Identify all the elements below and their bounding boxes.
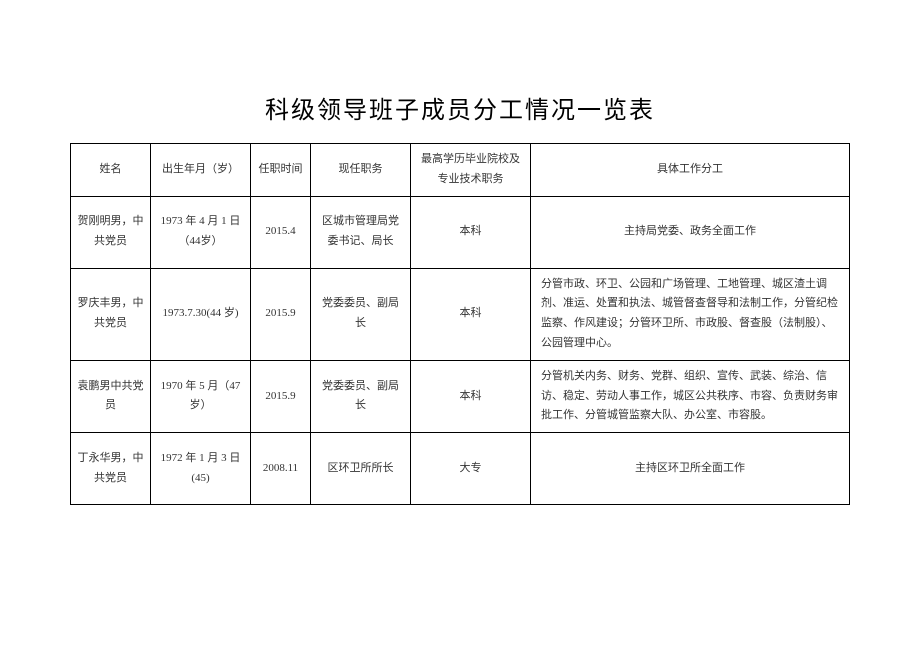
cell-education: 本科: [411, 268, 531, 360]
cell-dob: 1972 年 1 月 3 日(45): [151, 433, 251, 505]
col-name: 姓名: [71, 144, 151, 197]
table-header-row: 姓名 出生年月（岁） 任职时间 现任职务 最高学历毕业院校及专业技术职务 具体工…: [71, 144, 850, 197]
cell-tenure: 2015.9: [251, 268, 311, 360]
col-tenure: 任职时间: [251, 144, 311, 197]
cell-position: 党委委员、副局长: [311, 360, 411, 432]
cell-name: 贺刚明男，中共党员: [71, 196, 151, 268]
col-dob: 出生年月（岁）: [151, 144, 251, 197]
leadership-table: 姓名 出生年月（岁） 任职时间 现任职务 最高学历毕业院校及专业技术职务 具体工…: [70, 143, 850, 505]
cell-duties: 主持区环卫所全面工作: [531, 433, 850, 505]
cell-dob: 1970 年 5 月（47岁）: [151, 360, 251, 432]
cell-position: 区环卫所所长: [311, 433, 411, 505]
table-row: 袁鹏男中共党员 1970 年 5 月（47岁） 2015.9 党委委员、副局长 …: [71, 360, 850, 432]
cell-position: 党委委员、副局长: [311, 268, 411, 360]
col-duties: 具体工作分工: [531, 144, 850, 197]
cell-education: 本科: [411, 196, 531, 268]
table-row: 罗庆丰男，中共党员 1973.7.30(44 岁) 2015.9 党委委员、副局…: [71, 268, 850, 360]
col-education: 最高学历毕业院校及专业技术职务: [411, 144, 531, 197]
cell-duties: 分管市政、环卫、公园和广场管理、工地管理、城区渣土调剂、准运、处置和执法、城管督…: [531, 268, 850, 360]
table-row: 丁永华男，中共党员 1972 年 1 月 3 日(45) 2008.11 区环卫…: [71, 433, 850, 505]
cell-duties: 主持局党委、政务全面工作: [531, 196, 850, 268]
col-position: 现任职务: [311, 144, 411, 197]
cell-position: 区城市管理局党委书记、局长: [311, 196, 411, 268]
cell-duties: 分管机关内务、财务、党群、组织、宣传、武装、综治、信访、稳定、劳动人事工作，城区…: [531, 360, 850, 432]
cell-dob: 1973 年 4 月 1 日（44岁）: [151, 196, 251, 268]
cell-education: 大专: [411, 433, 531, 505]
page-title: 科级领导班子成员分工情况一览表: [70, 90, 850, 125]
cell-education: 本科: [411, 360, 531, 432]
cell-tenure: 2008.11: [251, 433, 311, 505]
cell-name: 罗庆丰男，中共党员: [71, 268, 151, 360]
cell-tenure: 2015.9: [251, 360, 311, 432]
cell-name: 袁鹏男中共党员: [71, 360, 151, 432]
cell-dob: 1973.7.30(44 岁): [151, 268, 251, 360]
cell-tenure: 2015.4: [251, 196, 311, 268]
cell-name: 丁永华男，中共党员: [71, 433, 151, 505]
table-row: 贺刚明男，中共党员 1973 年 4 月 1 日（44岁） 2015.4 区城市…: [71, 196, 850, 268]
